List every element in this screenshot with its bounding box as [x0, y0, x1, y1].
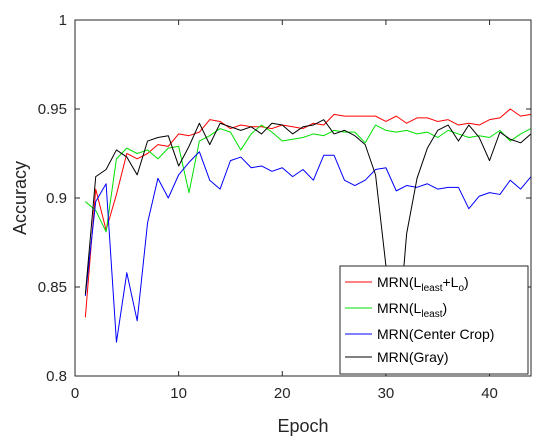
y-tick-label: 0.85: [38, 279, 67, 296]
y-tick-label: 1: [59, 12, 67, 29]
y-axis-label: Accuracy: [10, 161, 30, 235]
series-group: [84, 108, 532, 359]
legend-label-black: MRN(Gray): [377, 349, 449, 365]
legend-label-blue: MRN(Center Crop): [377, 326, 494, 342]
x-axis-label: Epoch: [277, 416, 328, 436]
legend-label-red: MRN(Lleast+Lo): [377, 274, 469, 294]
legend-box: [339, 265, 529, 375]
legend: MRN(Lleast+Lo) MRN(Lleast) MRN(Center Crop…: [339, 265, 529, 375]
legend-label-green: MRN(Lleast): [377, 300, 447, 320]
y-tick-label: 0.9: [46, 190, 67, 207]
series-line-green: [85, 124, 532, 233]
y-tick-label: 0.95: [38, 101, 67, 118]
y-tick-label: 0.8: [46, 368, 67, 385]
x-tick-label: 10: [170, 385, 187, 402]
x-tick-label: 0: [71, 385, 79, 402]
x-tick-labels: 0 10 20 30 40: [71, 385, 498, 402]
x-tick-label: 30: [378, 385, 395, 402]
series-line-black: [84, 119, 532, 359]
series-line-blue: [84, 151, 532, 343]
legend-items: MRN(Lleast+Lo) MRN(Lleast) MRN(Center Crop…: [345, 274, 494, 365]
x-tick-label: 40: [481, 385, 498, 402]
x-tick-label: 20: [274, 385, 291, 402]
y-tick-labels: 0.8 0.85 0.9 0.95 1: [38, 12, 67, 385]
